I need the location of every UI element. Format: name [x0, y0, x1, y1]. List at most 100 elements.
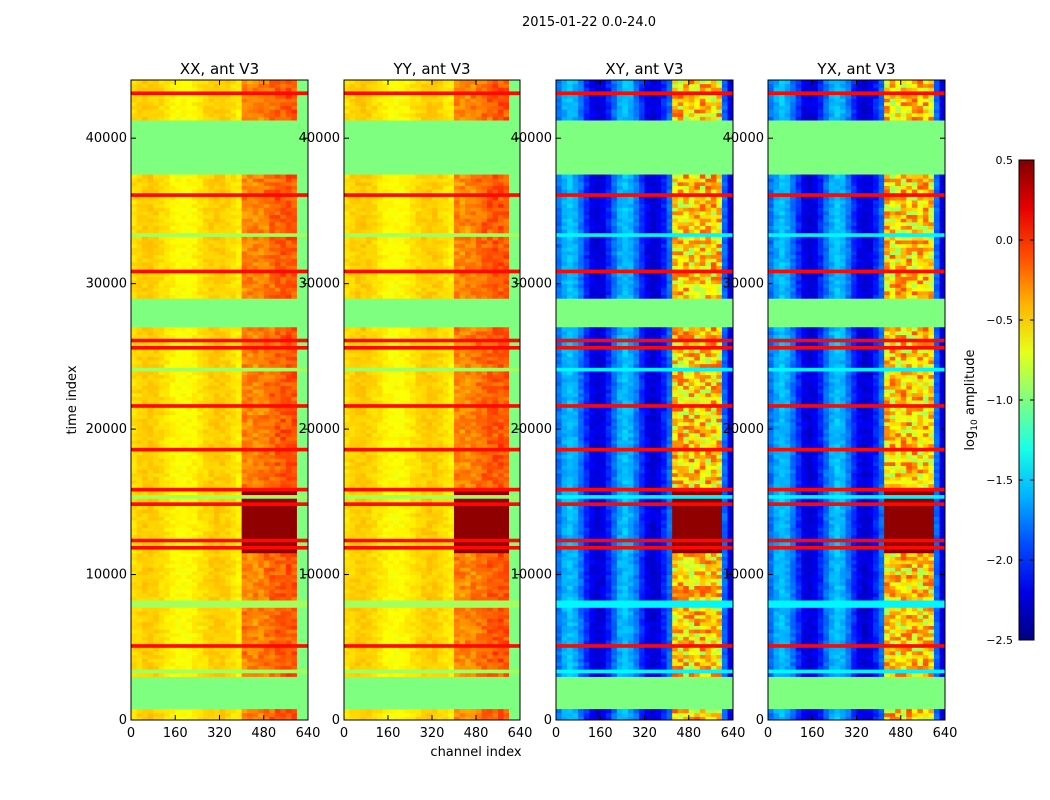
heatmap-cell	[180, 541, 187, 546]
heatmap-cell	[202, 425, 209, 430]
heatmap-cell	[158, 498, 165, 503]
heatmap-cell	[142, 338, 149, 343]
heatmap-cell	[131, 396, 138, 401]
heatmap-cell	[470, 712, 477, 717]
heatmap-cell	[213, 650, 220, 656]
heatmap-cell	[175, 109, 182, 114]
heatmap-cell	[180, 585, 187, 590]
heatmap-cell	[230, 269, 237, 274]
heatmap-cell	[280, 250, 287, 256]
heatmap-cell	[158, 658, 165, 663]
heatmap-cell	[302, 545, 309, 550]
heatmap-cell	[230, 443, 237, 448]
heatmap-cell	[147, 512, 154, 517]
heatmap-cell	[241, 203, 248, 208]
heatmap-cell	[252, 629, 259, 634]
heatmap-cell	[213, 218, 220, 223]
heatmap-cell	[247, 214, 254, 219]
heatmap-cell	[415, 654, 422, 659]
heatmap-cell	[158, 505, 165, 510]
heatmap-cell	[180, 389, 187, 394]
heatmap-cell	[476, 712, 482, 717]
heatmap-cell	[404, 665, 411, 670]
heatmap-cell	[241, 454, 248, 459]
heatmap-cell	[131, 370, 138, 376]
heatmap-cell	[219, 574, 226, 579]
heatmap-cell	[208, 581, 215, 586]
heatmap-cell	[186, 549, 193, 554]
heatmap-cell	[274, 356, 281, 361]
heatmap-cell	[202, 625, 209, 630]
heatmap-cell	[169, 570, 176, 576]
heatmap-cell	[225, 261, 232, 266]
heatmap-cell	[208, 360, 215, 365]
heatmap-cell	[142, 243, 149, 248]
heatmap-cell	[280, 283, 287, 288]
heatmap-cell	[131, 374, 138, 379]
heatmap-cell	[302, 574, 309, 579]
heatmap-cell	[136, 621, 143, 626]
heatmap-cell	[465, 709, 471, 714]
heatmap-cell	[258, 389, 265, 394]
heatmap-cell	[371, 709, 378, 714]
heatmap-cell	[465, 712, 471, 717]
heatmap-cell	[252, 367, 259, 372]
heatmap-cell	[180, 472, 187, 477]
heatmap-cell	[274, 527, 281, 532]
heatmap-cell	[274, 480, 281, 485]
heatmap-cell	[164, 360, 171, 365]
heatmap-cell	[230, 265, 237, 270]
heatmap-cell	[186, 454, 193, 459]
heatmap-cell	[136, 538, 143, 543]
heatmap-cell	[219, 189, 226, 194]
heatmap-cell	[219, 461, 226, 466]
heatmap-cell	[280, 389, 287, 394]
heatmap-cell	[247, 494, 254, 499]
heatmap-cell	[131, 178, 138, 183]
heatmap-cell	[269, 458, 276, 463]
heatmap-cell	[280, 410, 287, 416]
heatmap-cell	[153, 538, 160, 543]
heatmap-cell	[164, 640, 171, 645]
heatmap-cell	[241, 236, 248, 241]
heatmap-cell	[158, 465, 165, 470]
heatmap-cell	[296, 203, 303, 208]
heatmap-cell	[213, 552, 220, 557]
heatmap-cell	[241, 258, 248, 263]
heatmap-cell	[164, 461, 171, 466]
heatmap-cell	[164, 570, 171, 576]
heatmap-cell	[164, 378, 171, 383]
heatmap-cell	[197, 472, 204, 477]
heatmap-cell	[274, 712, 281, 717]
heatmap-cell	[241, 629, 248, 634]
heatmap-cell	[263, 443, 270, 448]
heatmap-cell	[186, 189, 193, 194]
heatmap-cell	[136, 116, 143, 121]
heatmap-cell	[131, 472, 138, 477]
heatmap-cell	[236, 389, 243, 394]
heatmap-cell	[252, 469, 259, 474]
heatmap-cell	[274, 276, 281, 281]
heatmap-cell	[258, 592, 265, 597]
heatmap-cell	[180, 450, 187, 456]
heatmap-cell	[252, 403, 259, 408]
heatmap-cell	[136, 178, 143, 183]
heatmap-cell	[302, 563, 309, 568]
heatmap-cell	[230, 338, 237, 343]
heatmap-cell	[142, 341, 149, 346]
heatmap-cell	[388, 712, 394, 717]
heatmap-cell	[285, 352, 292, 357]
heatmap-cell	[274, 272, 281, 277]
heatmap-cell	[153, 356, 160, 361]
heatmap-cell	[158, 672, 165, 677]
heatmap-cell	[180, 669, 187, 674]
heatmap-cell	[175, 240, 182, 245]
heatmap-cell	[208, 669, 215, 674]
heatmap-cell	[180, 341, 187, 346]
heatmap-cell	[230, 385, 237, 390]
heatmap-cell	[153, 498, 160, 503]
heatmap-cell	[349, 712, 356, 717]
heatmap-cell	[175, 520, 182, 525]
heatmap-cell	[142, 356, 149, 361]
heatmap-cell	[291, 541, 298, 546]
